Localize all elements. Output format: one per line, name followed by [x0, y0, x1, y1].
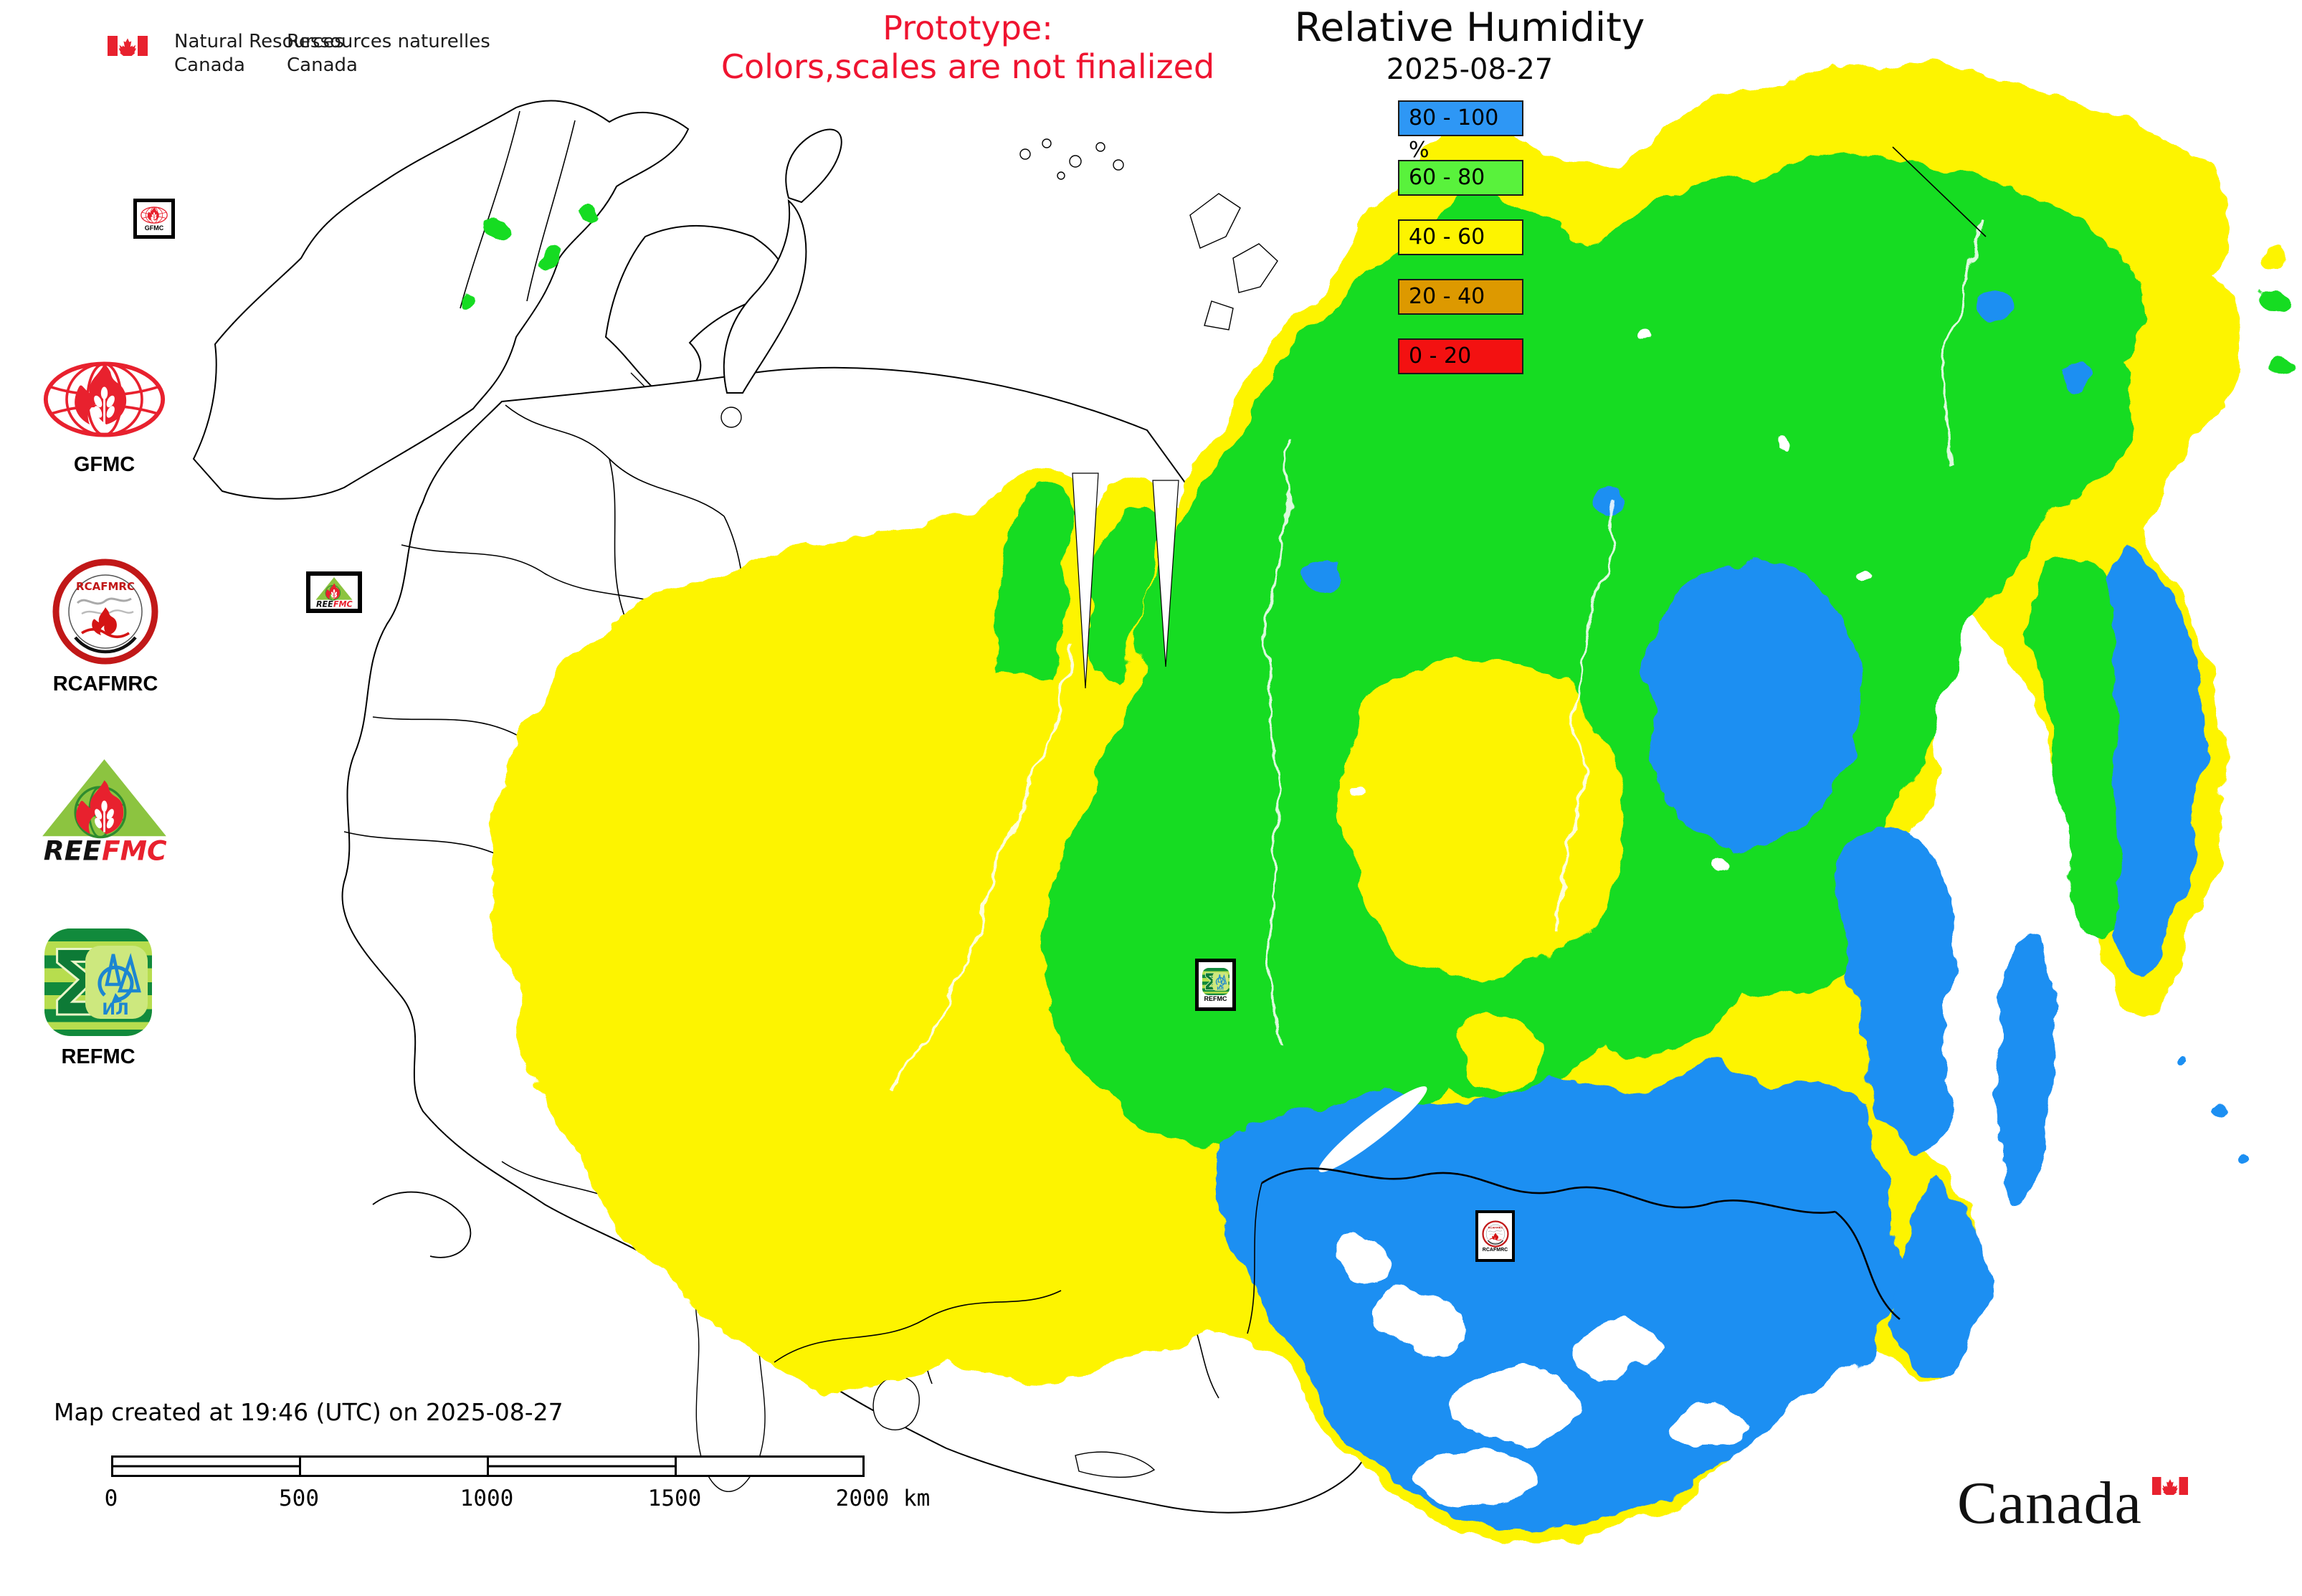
nrcan-fr-line1: Ressources naturelles — [287, 31, 490, 52]
prototype-line2: Colors,scales are not finalized — [720, 47, 1215, 87]
legend-item-40-60: 40 - 60 — [1398, 219, 1523, 255]
nrcan-en-line1: Natural Resources — [174, 31, 344, 52]
canada-flag-icon — [108, 36, 148, 56]
severnaya-zemlya-islands — [1189, 193, 1278, 331]
refmc-label: REFMC — [61, 1045, 135, 1068]
humidity-data-layer — [457, 64, 2288, 1542]
map-marker-refmc: REFMC — [1195, 959, 1236, 1011]
scale-segment-4 — [675, 1455, 865, 1477]
rcafmrc-logo — [52, 558, 159, 665]
scale-tick-500: 500 — [279, 1486, 319, 1511]
franz-josef-islands — [1019, 138, 1124, 180]
scale-tick-2000: 2000 — [835, 1486, 890, 1511]
gfmc-logo — [42, 357, 167, 442]
map-marker-rcafmrc: RCAFMRC — [1475, 1210, 1515, 1262]
mongolia-border — [1261, 1167, 1836, 1214]
page-title: Relative Humidity — [1294, 4, 1645, 50]
scale-tick-1500: 1500 — [647, 1486, 702, 1511]
scale-tick-1000: 1000 — [460, 1486, 514, 1511]
rcafmrc-label: RCAFMRC — [52, 673, 158, 695]
scale-segment-3 — [487, 1455, 677, 1477]
rcafmrc-marker-icon — [1482, 1220, 1509, 1248]
canada-wordmark-text: Canada — [1957, 1470, 2142, 1536]
created-timestamp: Map created at 19:46 (UTC) on 2025-08-27 — [54, 1398, 563, 1426]
map-date: 2025-08-27 — [1386, 53, 1554, 86]
map-marker-gfmc: GFMC — [133, 199, 175, 239]
legend-item-20-40: 20 - 40 — [1398, 279, 1523, 315]
scale-bar: 0 500 1000 1500 2000 km — [105, 1455, 971, 1513]
refmc-marker-label: REFMC — [1204, 994, 1227, 1002]
canada-wordmark: Canada — [1957, 1468, 2244, 1562]
legend-item-80-100: 80 - 100 % — [1398, 100, 1523, 163]
nrcan-signature-fr: Ressources naturelles Canada — [287, 30, 490, 77]
gfmc-label: GFMC — [73, 453, 135, 476]
gfmc-marker-icon — [139, 206, 169, 224]
gfmc-marker-label: GFMC — [144, 224, 164, 232]
scale-unit: km — [903, 1486, 931, 1511]
humidity-legend: 80 - 100 % 60 - 80 40 - 60 20 - 40 0 - 2… — [1398, 100, 1523, 398]
canada-wordmark-flag-icon — [2152, 1477, 2188, 1495]
scale-segment-1 — [111, 1455, 301, 1477]
rcafmrc-marker-label: RCAFMRC — [1482, 1247, 1508, 1253]
refmc-marker-icon — [1202, 968, 1230, 995]
map-overlays — [774, 146, 1987, 1363]
nrcan-fr-line2: Canada — [287, 54, 358, 76]
prototype-warning: Prototype: Colors,scales are not finaliz… — [609, 9, 1326, 87]
nrcan-signature-en: Natural Resources Canada — [174, 30, 344, 77]
reefmc-logo — [34, 754, 174, 866]
rivers — [888, 214, 1980, 1091]
prototype-line1: Prototype: — [883, 9, 1053, 47]
scale-tick-0: 0 — [104, 1486, 118, 1511]
nrcan-en-line2: Canada — [174, 54, 245, 76]
title-block: Relative Humidity 2025-08-27 — [1269, 4, 1670, 86]
refmc-logo — [44, 928, 152, 1036]
legend-item-0-20: 0 - 20 — [1398, 338, 1523, 374]
scale-segment-2 — [299, 1455, 489, 1477]
reefmc-marker-icon — [313, 576, 356, 609]
map-marker-reefmc — [306, 571, 362, 613]
legend-item-60-80: 60 - 80 — [1398, 160, 1523, 196]
